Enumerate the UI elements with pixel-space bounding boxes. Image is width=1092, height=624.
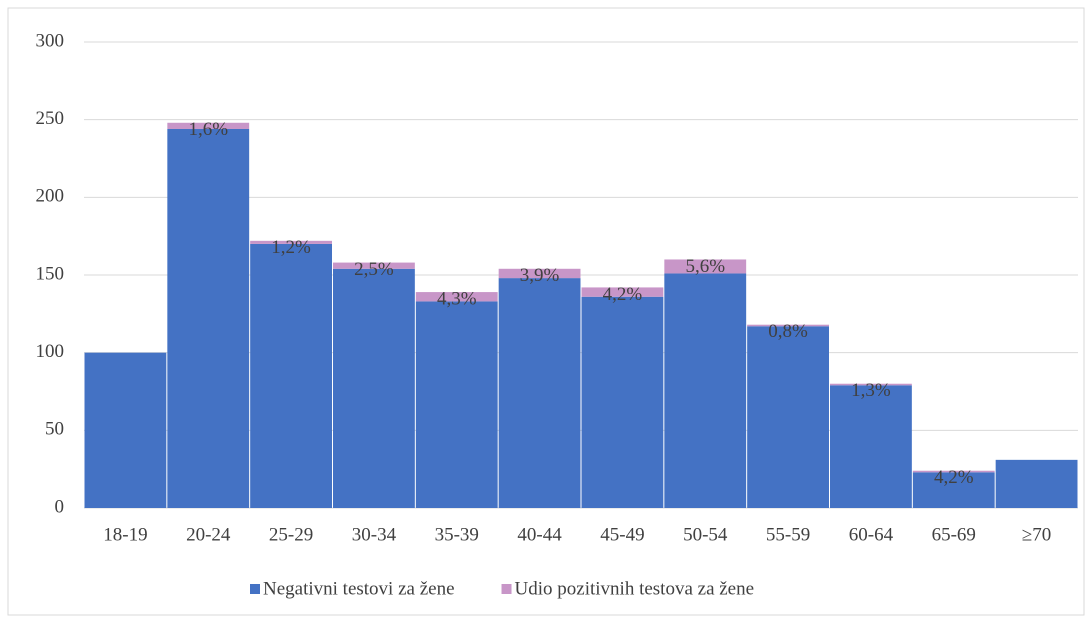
data-label: 3,9% bbox=[520, 265, 560, 286]
data-label: 1,2% bbox=[271, 237, 311, 258]
y-tick-label: 250 bbox=[36, 108, 65, 129]
data-label: 4,2% bbox=[934, 467, 974, 488]
data-label: 5,6% bbox=[685, 256, 725, 277]
x-tick-label: ≥70 bbox=[1022, 524, 1051, 545]
bar-segment bbox=[581, 296, 664, 508]
x-tick-label: 30-34 bbox=[352, 524, 397, 545]
x-tick-label: 45-49 bbox=[600, 524, 644, 545]
legend-swatch bbox=[501, 584, 512, 594]
bar-segment bbox=[167, 128, 250, 508]
y-tick-label: 300 bbox=[36, 30, 65, 51]
data-label: 1,6% bbox=[188, 119, 228, 140]
bar-segment bbox=[167, 122, 250, 129]
y-tick-label: 0 bbox=[55, 496, 65, 517]
data-label: 4,2% bbox=[603, 284, 643, 305]
legend-swatch bbox=[250, 584, 260, 594]
bar-segment bbox=[912, 472, 995, 508]
x-tick-label: 40-44 bbox=[517, 524, 562, 545]
bar-segment bbox=[498, 278, 581, 508]
bar-segment bbox=[995, 459, 1078, 508]
data-label: 4,3% bbox=[437, 288, 477, 309]
x-tick-label: 65-69 bbox=[932, 524, 976, 545]
x-tick-label: 60-64 bbox=[849, 524, 894, 545]
bar-segment bbox=[581, 287, 664, 297]
y-tick-label: 150 bbox=[36, 263, 65, 284]
y-tick-label: 50 bbox=[45, 419, 64, 440]
bar-segment bbox=[664, 259, 747, 274]
bar-segment bbox=[830, 383, 912, 386]
bar-segment bbox=[415, 292, 498, 302]
legend-label: Udio pozitivnih testova za žene bbox=[515, 578, 755, 599]
legend-label: Negativni testovi za žene bbox=[263, 578, 455, 599]
bar-segment bbox=[333, 268, 415, 508]
x-tick-label: 50-54 bbox=[683, 524, 728, 545]
bar-segment bbox=[747, 324, 829, 327]
bar-segment bbox=[415, 301, 498, 508]
y-tick-label: 100 bbox=[36, 341, 65, 362]
data-label: 2,5% bbox=[354, 259, 394, 280]
bar-segment bbox=[498, 268, 581, 279]
bar-segment bbox=[912, 470, 995, 473]
bar-segment bbox=[250, 243, 332, 508]
bar-segment bbox=[250, 240, 332, 244]
x-tick-label: 25-29 bbox=[269, 524, 313, 545]
data-label: 0,8% bbox=[768, 321, 808, 342]
bar-segment bbox=[333, 262, 415, 269]
y-tick-label: 200 bbox=[36, 186, 65, 207]
x-tick-label: 20-24 bbox=[186, 524, 231, 545]
bar-segment bbox=[747, 326, 829, 508]
bar-segment bbox=[830, 385, 912, 508]
x-tick-label: 35-39 bbox=[435, 524, 479, 545]
x-tick-label: 18-19 bbox=[103, 524, 147, 545]
x-tick-label: 55-59 bbox=[766, 524, 810, 545]
bar-segment bbox=[664, 273, 747, 508]
data-label: 1,3% bbox=[851, 380, 891, 401]
bar-segment bbox=[84, 352, 167, 508]
